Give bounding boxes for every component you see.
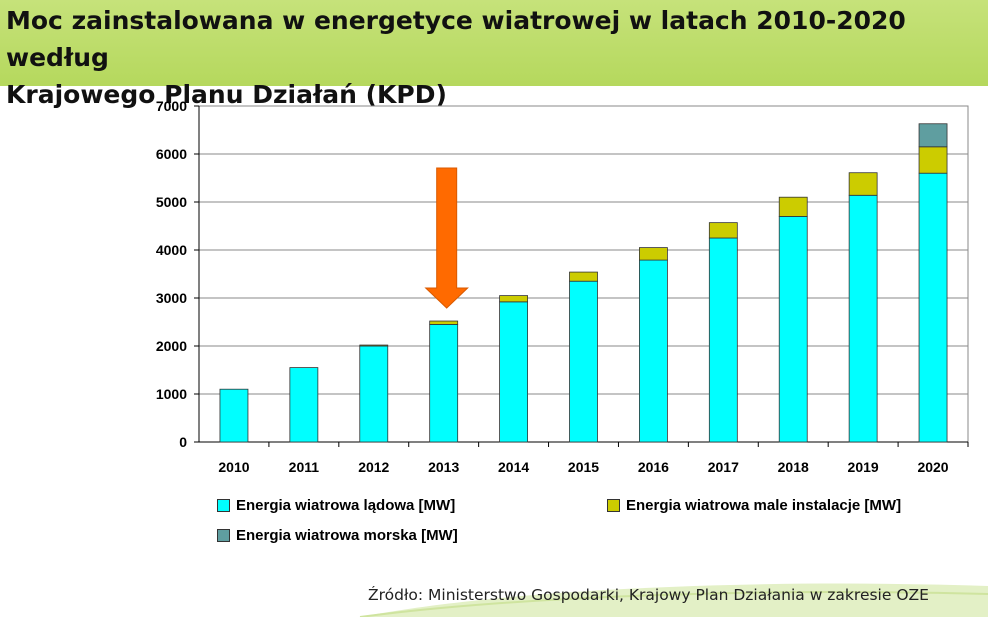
y-tick-label: 2000 [156, 338, 187, 354]
legend-swatch [217, 499, 230, 512]
arrow-shape [424, 167, 469, 309]
highlight-arrow [424, 167, 469, 309]
x-tick-label: 2016 [638, 459, 669, 475]
legend-swatch [217, 529, 230, 542]
bar-2018-series-1 [778, 215, 808, 443]
x-tick-label: 2014 [498, 459, 529, 475]
x-tick-label: 2012 [358, 459, 389, 475]
x-tick-label: 2010 [218, 459, 249, 475]
bar-2014-series-2 [499, 295, 528, 303]
bar-2013-series-1 [429, 323, 459, 443]
y-tick-label: 4000 [156, 242, 187, 258]
y-tick-label: 5000 [156, 194, 187, 210]
bar-2019-series-2 [848, 172, 878, 196]
bar-2016-series-1 [639, 259, 668, 443]
page-title: Moc zainstalowana w energetyce wiatrowej… [6, 2, 976, 113]
y-tick-label: 6000 [156, 146, 187, 162]
bar-2017-series-2 [708, 222, 738, 239]
bar-2020-series-1 [918, 172, 948, 443]
x-tick-label: 2013 [428, 459, 459, 475]
bar-2012-series-1 [359, 345, 389, 443]
x-tick-label: 2017 [708, 459, 739, 475]
bar-2020-series-2 [918, 146, 948, 174]
stacked-bar-chart: 0 1000 2000 3000 4000 5000 6000 7000 2010 2011 201… [156, 98, 969, 475]
legend-label: Energia wiatrowa lądowa [MW] [236, 497, 456, 514]
y-tick-label: 7000 [156, 98, 187, 114]
x-tick-label: 2019 [848, 459, 879, 475]
x-tick-label: 2020 [917, 459, 948, 475]
x-tick-label: 2011 [289, 459, 320, 475]
bar-2016-series-2 [639, 247, 668, 261]
bar-2012-series-2 [359, 344, 389, 347]
legend-label: Energia wiatrowa male instalacje [MW] [626, 497, 902, 514]
bar-2019-series-1 [848, 194, 878, 443]
source-note: Źródło: Ministerstwo Gospodarki, Krajowy… [368, 586, 929, 604]
y-tick-label: 1000 [156, 386, 187, 402]
decorative-swoosh [359, 583, 988, 617]
legend-swatch [607, 499, 620, 512]
title-line-2: Krajowego Planu Działań (KPD) [6, 80, 447, 109]
bar-2010-series-1 [219, 388, 249, 443]
x-tick-label: 2015 [568, 459, 599, 475]
bar-2018-series-2 [778, 196, 808, 217]
bar-2011-series-1 [289, 367, 319, 443]
title-line-1: Moc zainstalowana w energetyce wiatrowej… [6, 6, 906, 72]
y-tick-label: 3000 [156, 290, 187, 306]
bar-2015-series-2 [569, 271, 598, 282]
bar-2020-series-3 [918, 123, 948, 148]
bar-2015-series-1 [569, 280, 598, 443]
bar-2014-series-1 [499, 301, 528, 443]
legend-item: Energia wiatrowa male instalacje [MW] [607, 497, 901, 514]
x-tick-label: 2018 [778, 459, 809, 475]
legend-item: Energia wiatrowa morska [MW] [217, 527, 458, 544]
bar-2017-series-1 [708, 237, 738, 443]
y-tick-label: 0 [179, 434, 187, 450]
legend-label: Energia wiatrowa morska [MW] [236, 527, 458, 544]
bar-2013-series-2 [429, 320, 459, 325]
title-banner: Moc zainstalowana w energetyce wiatrowej… [0, 0, 988, 109]
legend-item: Energia wiatrowa lądowa [MW] [217, 497, 455, 514]
